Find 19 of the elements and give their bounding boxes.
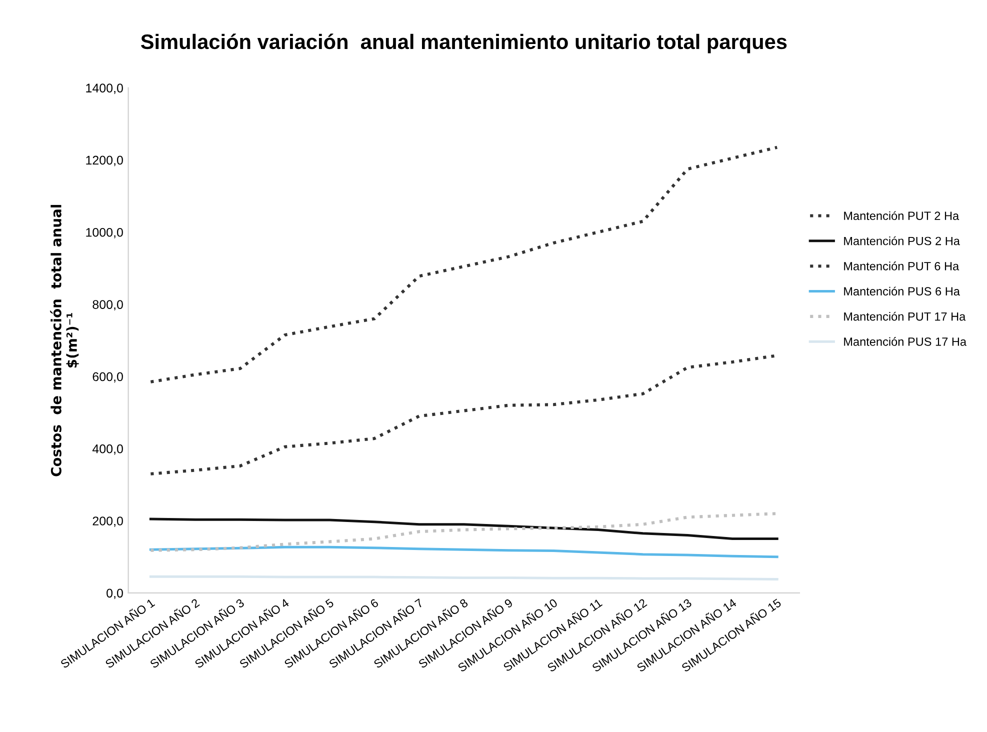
- line-series: [149, 518, 778, 540]
- line-series: [149, 146, 779, 384]
- chart-title: Simulación variación anual mantenimiento unitario total parques: [140, 34, 787, 54]
- y-tick-label: 200,0: [92, 516, 123, 527]
- legend-label: Mantención PUS 6 Ha: [844, 286, 960, 296]
- y-tick-label: 800,0: [92, 300, 123, 310]
- y-tick-label: 0,0: [106, 588, 123, 600]
- legend-label: Mantención PUS 17 Ha: [844, 337, 967, 346]
- y-tick-label: 1000,0: [86, 228, 123, 238]
- y-tick-label: 400,0: [92, 444, 123, 455]
- legend-label: Mantención PUT 2 Ha: [844, 211, 960, 220]
- y-tick-label: 1200,0: [86, 156, 123, 166]
- legend-label: Mantención PUS 2 Ha: [844, 236, 960, 246]
- y-tick-label: 600,0: [92, 372, 123, 383]
- line-series: [149, 546, 778, 558]
- legend-label: Mantención PUT 6 Ha: [844, 262, 960, 270]
- y-axis-title: Costos de mantención total anual $(m²)⁻¹: [50, 204, 79, 476]
- legend-label: Mantención PUT 17 Ha: [844, 312, 966, 321]
- y-tick-label: 1400,0: [86, 84, 123, 94]
